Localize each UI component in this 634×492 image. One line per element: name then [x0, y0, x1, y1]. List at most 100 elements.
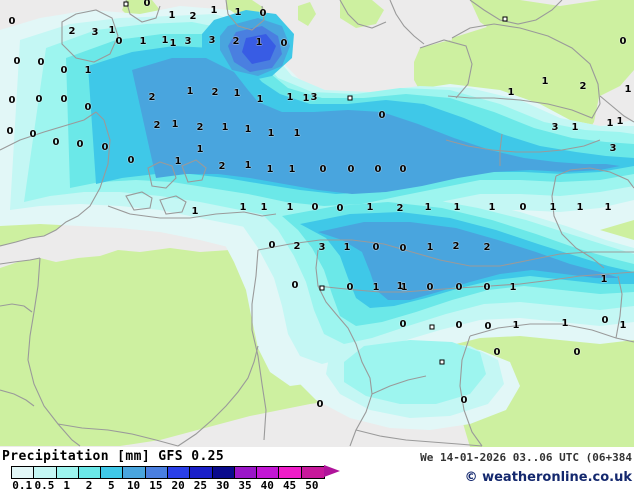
station-value: 0: [101, 142, 109, 153]
station-value: 0: [37, 57, 45, 68]
station-value: 1: [624, 84, 632, 95]
map-footer: Precipitation [mm] GFS 0.25 We 14-01-202…: [0, 447, 634, 492]
station-value: 3: [551, 122, 559, 133]
station-value: 1: [396, 281, 404, 292]
station-value: 0: [336, 203, 344, 214]
station-value: 0: [6, 126, 14, 137]
station-value: 1: [169, 38, 177, 49]
square-station-icon: [123, 1, 129, 7]
station-value: 0: [115, 36, 123, 47]
station-value: 1: [108, 25, 116, 36]
station-value: 0: [399, 164, 407, 175]
station-value: 0: [484, 321, 492, 332]
square-station-icon: [439, 359, 445, 365]
station-value: 1: [244, 124, 252, 135]
scale-tick-label: 10: [126, 479, 141, 492]
station-value: 1: [255, 37, 263, 48]
station-value: 1: [424, 202, 432, 213]
station-value: 1: [171, 119, 179, 130]
station-value: 0: [8, 95, 16, 106]
square-station-icon: [502, 16, 508, 22]
station-value: 1: [541, 76, 549, 87]
station-value: 2: [232, 36, 240, 47]
square-station-icon: [429, 324, 435, 330]
station-value: 1: [210, 5, 218, 16]
station-value: 1: [619, 320, 627, 331]
station-value: 1: [174, 156, 182, 167]
color-swatch: [56, 467, 79, 478]
station-value: 2: [148, 92, 156, 103]
station-value: 2: [189, 11, 197, 22]
station-value: 2: [211, 87, 219, 98]
forecast-datetime: We 14-01-2026 03..06 UTC (06+384: [420, 451, 632, 464]
scale-tick-label: 35: [238, 479, 252, 492]
color-scale-bar[interactable]: [11, 466, 325, 479]
scale-tick-label: 25: [193, 479, 208, 492]
scale-tick-label: 0.1: [12, 479, 33, 492]
scale-tick-label: 45: [282, 479, 297, 492]
station-value: 0: [455, 282, 463, 293]
station-value: 0: [319, 164, 327, 175]
color-scale-legend[interactable]: 0.1 0.5 1 2 5 10 15 20 25 30 35 40 45 50: [11, 465, 340, 492]
station-value: 0: [29, 129, 37, 140]
color-swatch: [12, 467, 35, 478]
color-swatch: [123, 467, 146, 478]
station-value: 0: [316, 399, 324, 410]
station-value: 1: [293, 128, 301, 139]
station-value: 0: [399, 243, 407, 254]
square-station-icon: [319, 285, 325, 291]
station-value: 1: [302, 93, 310, 104]
station-value: 0: [493, 347, 501, 358]
color-swatch: [167, 467, 191, 478]
station-value: 1: [509, 282, 517, 293]
station-value: 1: [196, 144, 204, 155]
station-value: 1: [161, 35, 169, 46]
station-value: 3: [184, 36, 192, 47]
station-value: 0: [143, 0, 151, 9]
station-value: 1: [616, 116, 624, 127]
station-value: 1: [221, 122, 229, 133]
station-value: 0: [519, 202, 527, 213]
station-value: 1: [239, 202, 247, 213]
station-value: 0: [372, 242, 380, 253]
station-value: 0: [291, 280, 299, 291]
scale-overflow-arrow-icon: [324, 465, 340, 477]
precipitation-bands: [0, 6, 634, 430]
station-value: 0: [280, 38, 288, 49]
station-value: 2: [579, 81, 587, 92]
color-swatch: [78, 467, 102, 478]
scale-tick-label: 15: [149, 479, 163, 492]
country-borders: [0, 0, 634, 447]
scale-tick-label: 40: [260, 479, 274, 492]
scale-tick-label: 50: [305, 479, 319, 492]
station-value: 3: [91, 27, 99, 38]
station-value: 0: [460, 395, 468, 406]
station-value: 1: [600, 274, 608, 285]
station-value: 0: [483, 282, 491, 293]
station-value: 1: [288, 164, 296, 175]
station-value: 1: [507, 87, 515, 98]
square-station-icon: [347, 95, 353, 101]
station-value: 1: [453, 202, 461, 213]
station-value: 3: [310, 92, 318, 103]
station-value: 1: [576, 202, 584, 213]
station-value: 0: [311, 202, 319, 213]
station-value: 1: [139, 36, 147, 47]
station-value: 1: [191, 206, 199, 217]
station-value: 3: [318, 242, 326, 253]
scale-tick-label: 0.5: [34, 479, 55, 492]
station-value: 2: [68, 26, 76, 37]
station-value: 1: [400, 282, 408, 293]
station-value: 1: [343, 242, 351, 253]
station-value: 1: [561, 318, 569, 329]
station-value: 2: [293, 241, 301, 252]
station-value: 1: [186, 86, 194, 97]
scale-tick-label: 1: [63, 479, 71, 492]
station-value: 1: [286, 92, 294, 103]
station-value: 0: [347, 164, 355, 175]
station-value: 1: [549, 202, 557, 213]
color-scale-ticks: 0.1 0.5 1 2 5 10 15 20 25 30 35 40 45 50: [11, 479, 325, 492]
color-swatch: [257, 467, 280, 478]
station-value: 0: [8, 16, 16, 27]
